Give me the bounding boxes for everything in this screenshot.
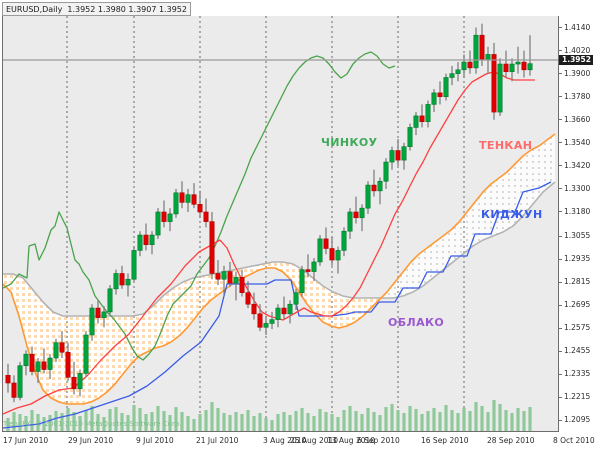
annotation-kijun: КИДЖУН [481, 208, 543, 221]
annotation-chinkou: ЧИНКОУ [321, 136, 378, 149]
price-tick: 1.4020 [559, 46, 601, 56]
date-tick: 25 Aug 2010 [290, 436, 339, 445]
price-tick: 1.2335 [559, 369, 601, 379]
annotation-tenkan: ТЕНКАН [479, 139, 533, 152]
price-tick: 1.3780 [559, 92, 601, 102]
price-tick: 1.2935 [559, 254, 601, 264]
date-tick: 3 Aug 2010 [263, 436, 307, 445]
date-tick: 29 Jun 2010 [68, 436, 114, 445]
volume-bars [6, 400, 532, 432]
kijun-sen-line [3, 181, 552, 429]
ichimoku-cloud [3, 134, 555, 404]
price-tick: 1.3300 [559, 184, 601, 194]
senkou-span-a-line [3, 133, 556, 405]
price-tick: 1.2695 [559, 300, 601, 310]
copyright-watermark: TrendFX, © 2001-2010 MetaQuotes Software… [3, 420, 182, 428]
symbol-period-label: EURUSD,Daily [6, 4, 63, 14]
chart-header: EURUSD,Daily 1.3952 1.3980 1.3907 1.3952 [0, 0, 601, 16]
price-tick: 1.3055 [559, 231, 601, 241]
chart-plot-area[interactable]: ЧИНКОУ ТЕНКАН КИДЖУН ОБЛАКО [2, 16, 559, 432]
candlestick-series [5, 23, 533, 403]
date-tick: 21 Jul 2010 [196, 436, 239, 445]
price-tick: 1.3540 [559, 138, 601, 148]
date-tick: 6 Sep 2010 [357, 436, 400, 445]
date-tick: 8 Oct 2010 [553, 436, 595, 445]
date-tick: 16 Sep 2010 [421, 436, 469, 445]
price-tick: 1.4140 [559, 23, 601, 33]
date-tick: 13 Aug 2010 [327, 436, 376, 445]
price-axis[interactable]: 1.4140 1.4020 1.3900 1.3780 1.3660 1.3540 1.34… [558, 16, 601, 432]
date-tick: 9 Jul 2010 [136, 436, 174, 445]
tenkan-sen-line [3, 71, 535, 415]
price-tick: 1.2455 [559, 346, 601, 356]
date-tick: 28 Sep 2010 [487, 436, 535, 445]
chart-canvas [3, 16, 559, 432]
price-tick: 1.2815 [559, 277, 601, 287]
symbol-info-box: EURUSD,Daily 1.3952 1.3980 1.3907 1.3952 [2, 2, 191, 16]
date-axis[interactable]: 17 Jun 2010 29 Jun 2010 9 Jul 2010 21 Jul 2… [0, 433, 601, 451]
price-tick: 1.2095 [559, 415, 601, 425]
senkou-span-b-line [3, 181, 556, 317]
plot-bottom-border [2, 431, 559, 432]
price-tick: 1.3660 [559, 115, 601, 125]
price-tick: 1.2215 [559, 392, 601, 402]
ohlc-values: 1.3952 1.3980 1.3907 1.3952 [67, 4, 187, 14]
price-tick: 1.3180 [559, 207, 601, 217]
annotation-oblako: ОБЛАКО [388, 316, 445, 329]
date-tick: 17 Jun 2010 [3, 436, 49, 445]
price-tick: 1.3420 [559, 161, 601, 171]
current-price-label: 1.3952 [559, 55, 593, 65]
price-tick: 1.2575 [559, 323, 601, 333]
chinkou-span-line [3, 51, 396, 361]
price-tick: 1.3900 [559, 69, 601, 79]
